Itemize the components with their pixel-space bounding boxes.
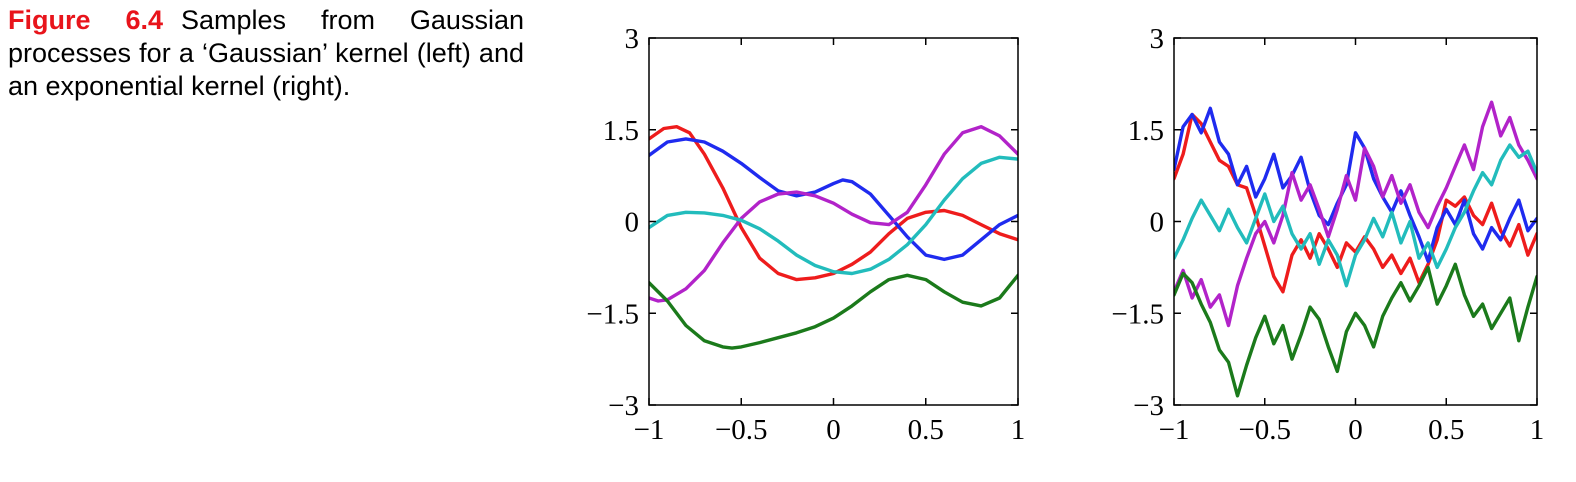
right-series-line-4: [1174, 143, 1537, 288]
figure-caption: Figure 6.4 Samples from Gaussian processe…: [8, 4, 524, 103]
right-ytick-label: 1.5: [1128, 115, 1164, 147]
left-ytick-label: 3: [625, 23, 640, 55]
chart-right: −1 −0.5 0 0.5 1 3 1.5 0 −1.5 −3: [1111, 23, 1545, 446]
left-xtick-label: −1: [634, 414, 665, 446]
left-xtick-label: −0.5: [715, 414, 768, 446]
right-xtick-label: −1: [1159, 414, 1190, 446]
left-series-line-1: [649, 125, 1018, 282]
figure-label: Figure 6.4: [8, 5, 163, 35]
left-xtick-label: 0.5: [908, 414, 944, 446]
chart-left: −1 −0.5 0 0.5 1 3 1.5 0 −1.5 −3: [586, 23, 1026, 446]
left-series-line-3: [649, 125, 1018, 303]
caption-text: Samples from Gaussian processes for a ‘G…: [8, 5, 524, 101]
right-ytick-label: −3: [1133, 390, 1164, 422]
left-ytick-label: 1.5: [603, 115, 639, 147]
right-series-line-5: [1174, 262, 1537, 398]
left-xtick-label: 1: [1011, 414, 1026, 446]
left-ytick-label: 0: [625, 207, 640, 239]
left-series-line-5: [649, 273, 1018, 350]
right-ytick-label: 0: [1150, 207, 1165, 239]
left-ytick-label: −3: [608, 390, 639, 422]
left-xtick-label: 0: [826, 414, 841, 446]
right-series-line-2: [1174, 106, 1537, 263]
right-ytick-label: 3: [1150, 23, 1165, 55]
right-xtick-label: 0: [1348, 414, 1363, 446]
right-xtick-label: 0.5: [1428, 414, 1464, 446]
right-ytick-label: −1.5: [1111, 298, 1164, 330]
left-ytick-label: −1.5: [586, 298, 639, 330]
left-axes-box: [648, 37, 1019, 406]
left-series-line-4: [649, 155, 1018, 276]
right-xtick-label: 1: [1530, 414, 1545, 446]
right-xtick-label: −0.5: [1238, 414, 1291, 446]
right-series-line-3: [1174, 100, 1537, 328]
left-series-line-2: [649, 137, 1018, 262]
